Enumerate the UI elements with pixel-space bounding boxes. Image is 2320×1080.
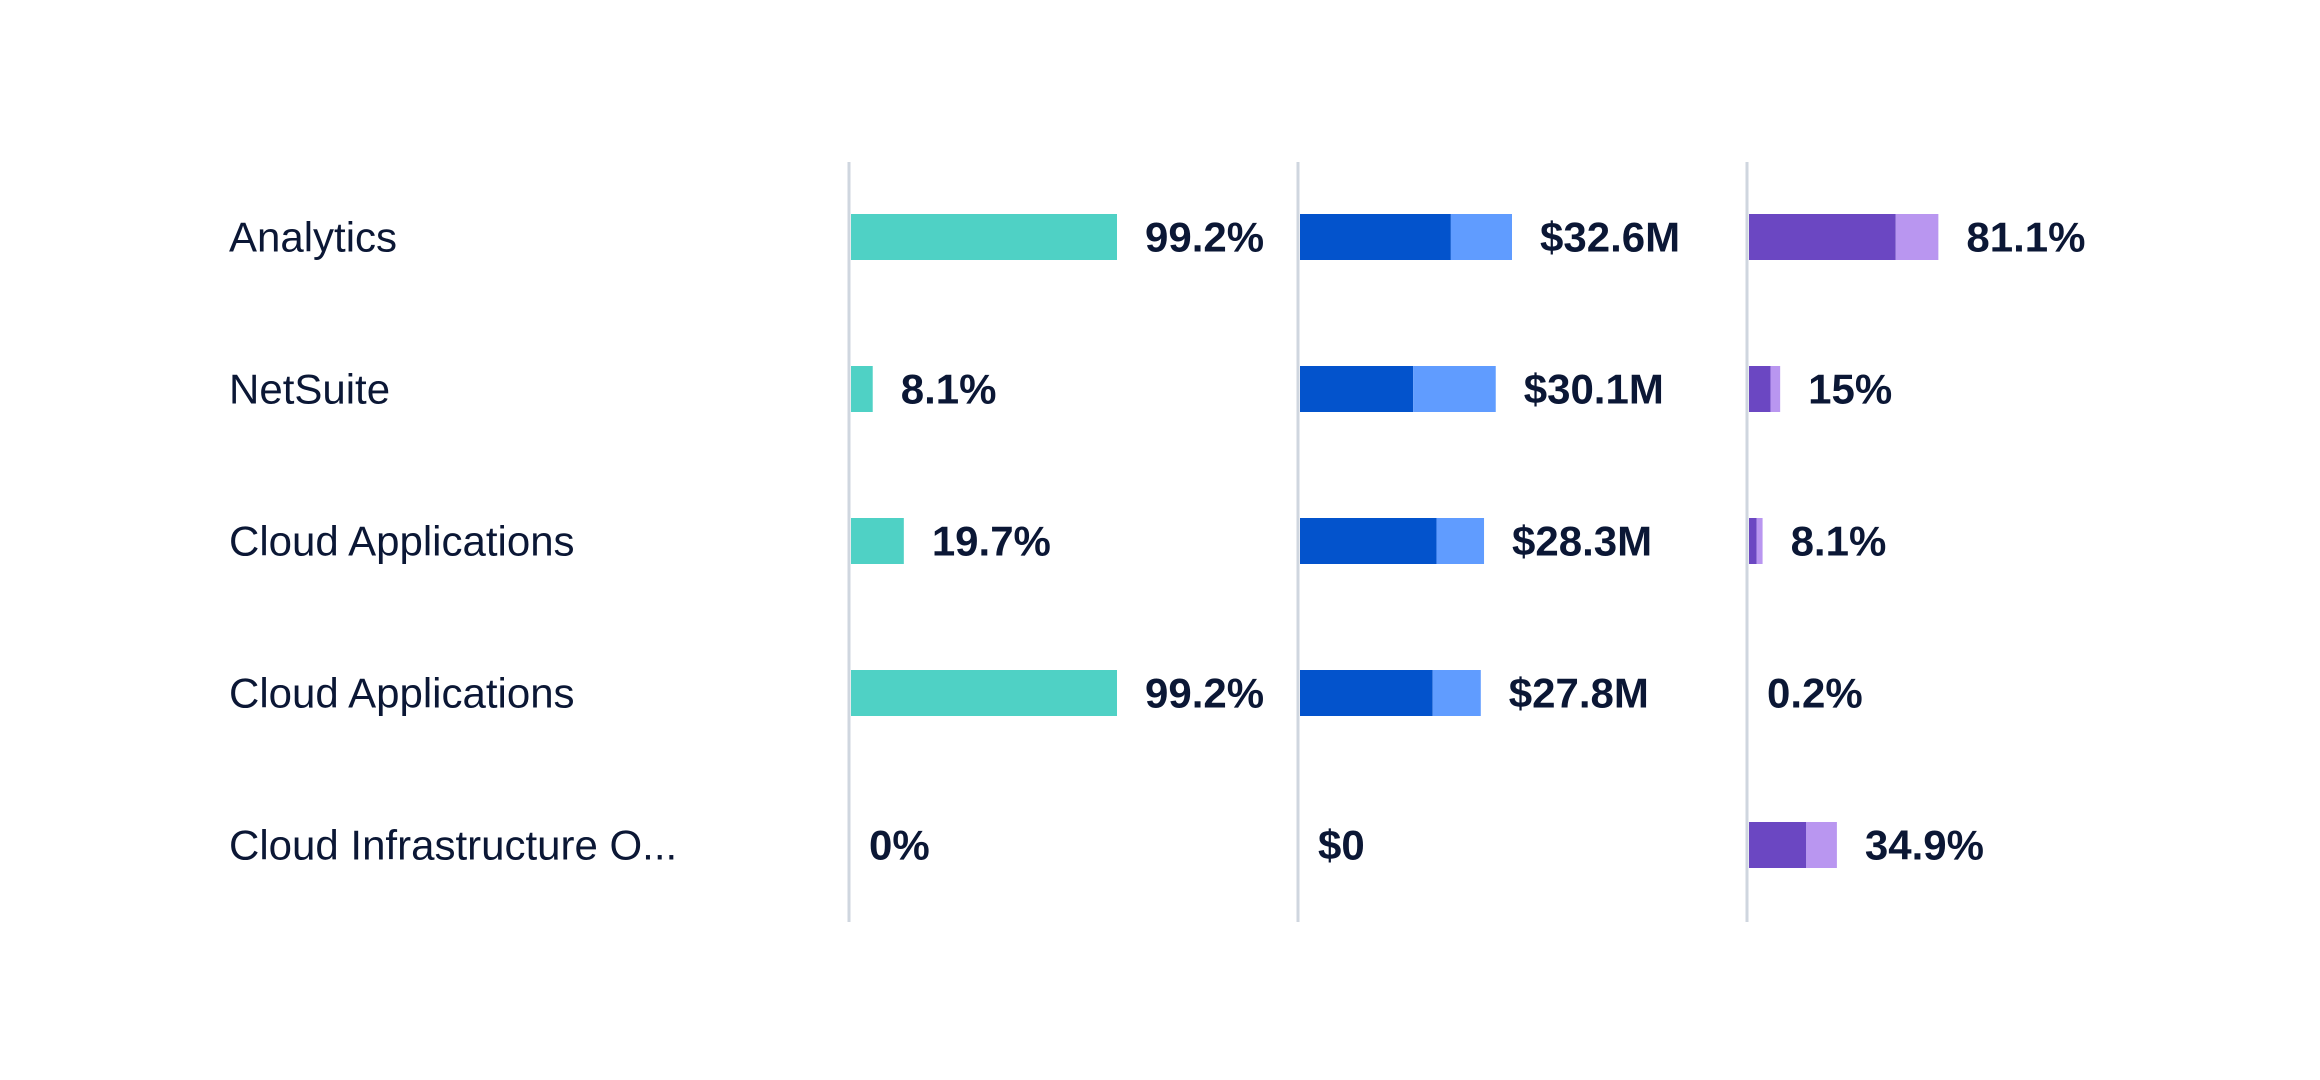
value-label: $32.6M xyxy=(1540,214,1680,261)
value-label: 0.2% xyxy=(1767,670,1863,717)
value-label: 0% xyxy=(869,822,930,869)
value-label: 34.9% xyxy=(1865,822,1984,869)
value-label: 99.2% xyxy=(1145,670,1264,717)
value-label: 15% xyxy=(1808,366,1892,413)
row-label: Cloud Infrastructure O... xyxy=(229,822,677,869)
panel-3: 81.1% 15% 8.1% 0.2% 34.9% xyxy=(1745,162,2085,922)
bar-segment xyxy=(851,670,1117,716)
bar-segment xyxy=(851,366,873,412)
bar-segment xyxy=(1432,670,1481,716)
bar-segment xyxy=(1450,214,1512,260)
value-label: $0 xyxy=(1318,822,1365,869)
value-label: 8.1% xyxy=(901,366,997,413)
value-label: 19.7% xyxy=(932,518,1051,565)
bar-segment xyxy=(1756,518,1763,564)
row-label: Cloud Applications xyxy=(229,670,575,717)
panel-1: 99.2% 8.1% 19.7% 99.2% 0% xyxy=(847,162,1264,922)
bar-segment xyxy=(1749,822,1807,868)
value-label: 8.1% xyxy=(1791,518,1887,565)
bar-segment xyxy=(1436,518,1485,564)
bar-segment xyxy=(1300,214,1451,260)
bar-segment xyxy=(851,214,1117,260)
bar-segment xyxy=(1300,670,1433,716)
row-label: NetSuite xyxy=(229,366,390,413)
bar-segment xyxy=(851,518,904,564)
value-label: $27.8M xyxy=(1509,670,1649,717)
bar-segment xyxy=(1806,822,1837,868)
row-label: Cloud Applications xyxy=(229,518,575,565)
bar-segment xyxy=(1749,518,1757,564)
value-label: 81.1% xyxy=(1966,214,2085,261)
bar-segment xyxy=(1413,366,1496,412)
value-label: 99.2% xyxy=(1145,214,1264,261)
bar-segment xyxy=(1749,366,1771,412)
bar-segment xyxy=(1300,366,1414,412)
panel-2: $32.6M $30.1M $28.3M $27.8M $0 xyxy=(1296,162,1680,922)
bar-segment xyxy=(1770,366,1781,412)
value-label: $28.3M xyxy=(1512,518,1652,565)
row-label: Analytics xyxy=(229,214,397,261)
bar-segment xyxy=(1895,214,1939,260)
bar-segment xyxy=(1300,518,1437,564)
row-labels: Analytics NetSuite Cloud Applications Cloud… xyxy=(229,214,677,869)
value-label: $30.1M xyxy=(1524,366,1664,413)
panels: 99.2%8.1%19.7%99.2%0%$32.6M$30.1M$28.3M$… xyxy=(847,162,2085,922)
bar-segment xyxy=(1749,214,1896,260)
